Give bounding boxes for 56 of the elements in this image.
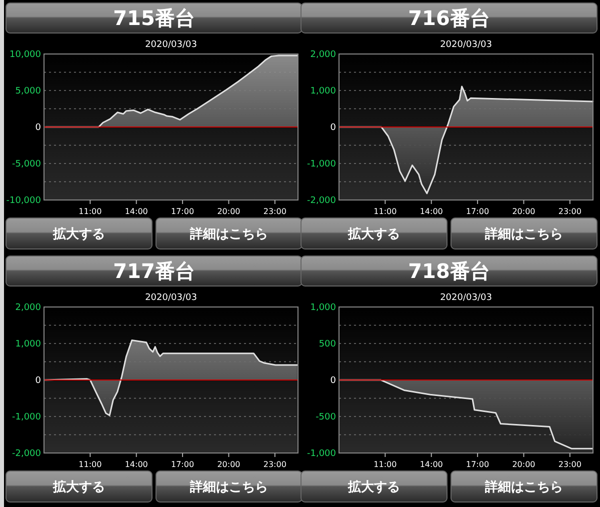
button: 拡大する [6,470,152,502]
y-tick-label: 2,000 [310,50,336,60]
y-tick-label: -10,000 [6,196,42,206]
x-tick-label: 23:00 [263,207,286,216]
button: 詳細はこちら [450,470,598,502]
x-tick-label: 14:00 [420,460,443,469]
x-tick-label: 11:00 [374,207,397,216]
y-tick-label: -2,000 [306,196,336,206]
x-tick-label: 17:00 [466,460,490,469]
x-tick-label: 20:00 [512,207,536,216]
x-tick-label: 11:00 [78,207,102,216]
x-tick-label: 14:00 [124,460,148,469]
x-tick-label: 23:00 [263,460,286,469]
button: 詳細はこちら [450,218,598,250]
y-tick-label: -1,000 [306,160,336,170]
y-tick-label: 10,000 [10,50,42,60]
chart-subtitle: 2020/03/03 [145,293,197,303]
y-tick-label: 1,000 [310,303,336,314]
y-tick-label: -2,000 [12,449,42,460]
y-tick-label: 1,000 [310,86,336,97]
y-tick-label: 5,000 [15,86,42,97]
chart-title: 716番台 [408,6,490,30]
x-tick-label: 20:00 [512,460,536,469]
x-tick-label: 14:00 [420,207,443,216]
button: 拡大する [6,218,152,250]
chart-title: 718番台 [408,259,490,284]
x-tick-label: 17:00 [466,207,490,216]
y-tick-label: 1,000 [15,340,42,350]
x-tick-label: 20:00 [217,207,240,216]
x-tick-label: 17:00 [171,207,194,216]
y-tick-label: 0 [35,376,42,386]
x-tick-label: 11:00 [374,460,397,469]
y-tick-label: 0 [35,123,42,134]
y-tick-label: -1,000 [12,412,42,423]
x-tick-label: 23:00 [558,207,582,216]
x-tick-label: 14:00 [124,207,148,216]
button: 詳細はこちら [156,218,302,250]
y-tick-label: 0 [330,376,336,386]
y-tick-label: -500 [316,412,336,423]
chart-subtitle: 2020/03/03 [440,293,492,303]
x-tick-label: 20:00 [217,460,240,469]
button: 詳細はこちら [156,470,302,502]
x-tick-label: 17:00 [171,460,194,469]
chart-title: 715番台 [113,6,195,30]
chart-subtitle: 2020/03/03 [440,40,492,50]
y-tick-label: 500 [318,340,336,350]
button: 拡大する [300,218,448,250]
button: 拡大する [300,470,448,502]
y-tick-label: 2,000 [15,303,42,314]
chart-subtitle: 2020/03/03 [145,40,197,50]
chart-title: 717番台 [113,259,195,284]
y-tick-label: 0 [330,123,336,134]
y-tick-label: -5,000 [12,160,42,170]
x-tick-label: 23:00 [558,460,582,469]
y-tick-label: -1,000 [306,449,336,460]
x-tick-label: 11:00 [78,460,102,469]
